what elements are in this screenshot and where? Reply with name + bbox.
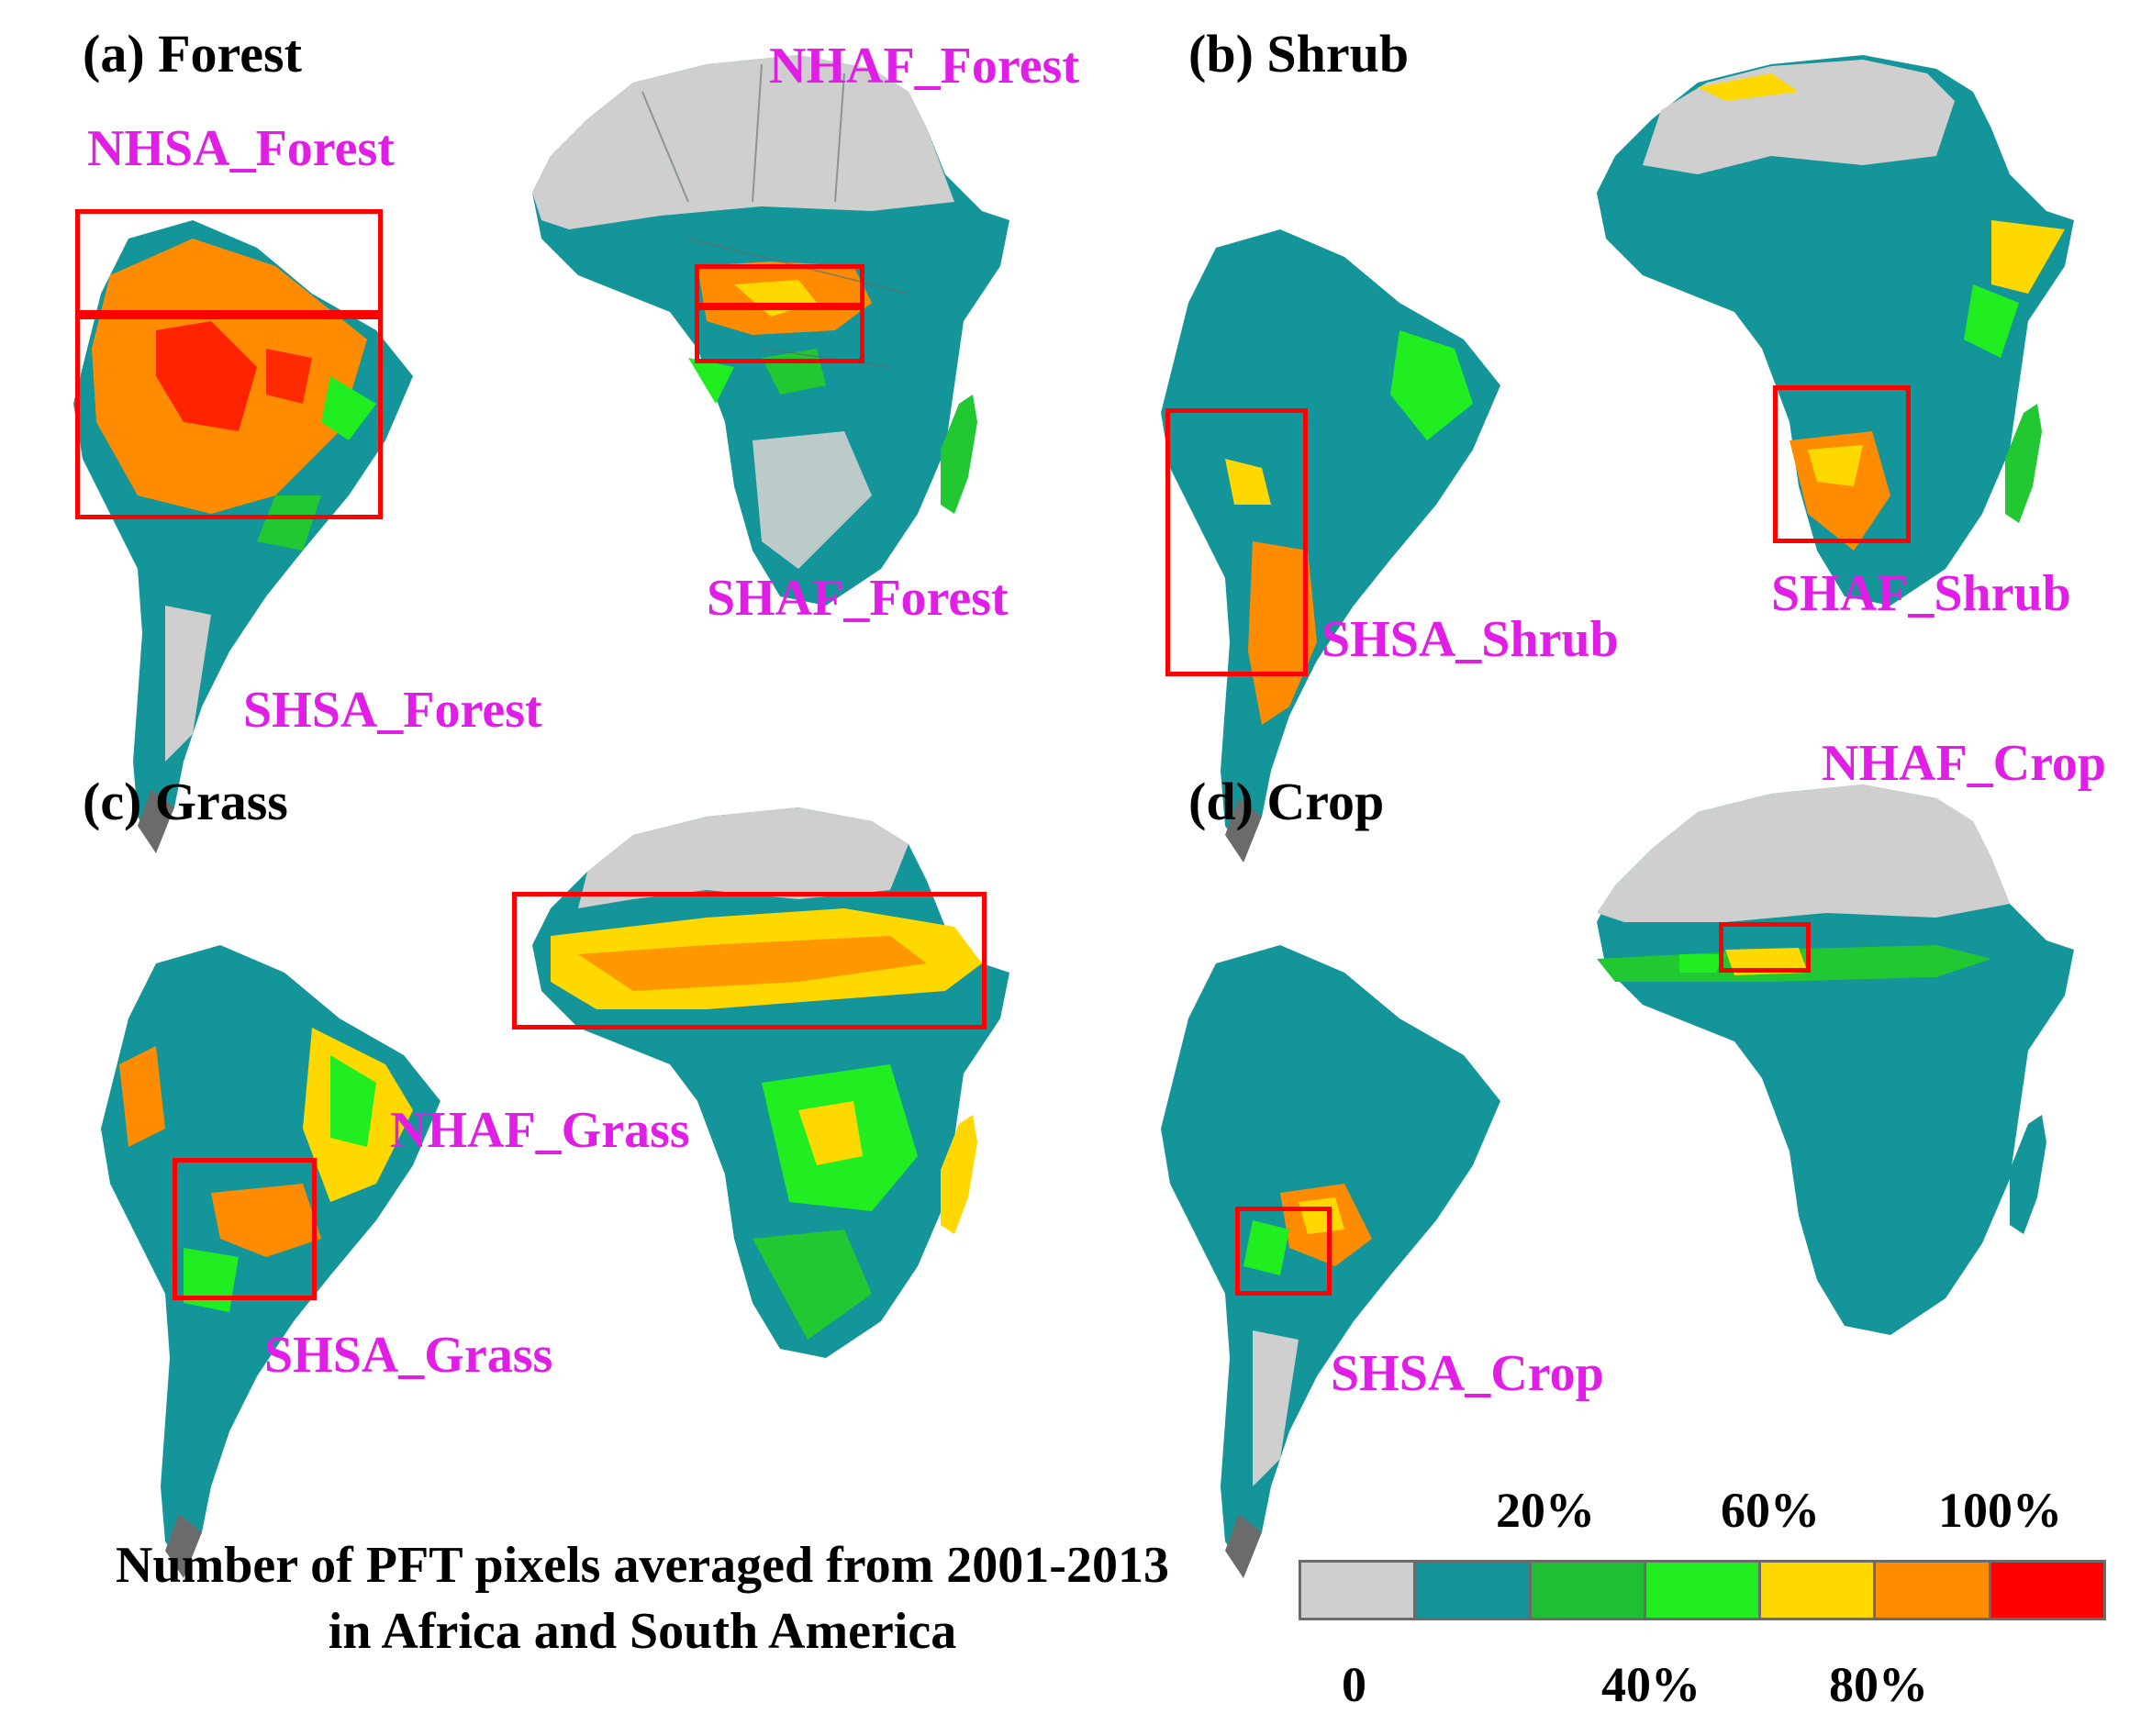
legend-swatch-3 [1645,1563,1762,1618]
legend-tick-100: 100% [1938,1483,2062,1538]
map-south-america [73,220,413,853]
map-madagascar [2010,1115,2046,1234]
legend-tick-80: 80% [1829,1657,1928,1712]
roi-box-shaf-shrub [1773,385,1911,543]
legend-title: Number of PFT pixels averaged from 2001-… [37,1532,1248,1664]
panel-title: (d) Crop [1188,772,1385,831]
map-madagascar [941,395,977,514]
map-africa [1597,785,2074,1335]
label-shsa-forest: SHSA_Forest [243,682,542,739]
roi-box-nhaf-grass [512,892,987,1029]
map-africa [532,807,1009,1358]
legend-swatch-5 [1876,1563,1991,1618]
roi-box-shsa-crop [1235,1207,1332,1296]
panel-title: (c) Grass [83,772,288,831]
roi-box-shsa-forest [75,310,383,519]
legend-tick-20: 20% [1496,1483,1595,1538]
label-nhaf-grass: NHAF_Grass [390,1102,690,1159]
panel-title: (a) Forest [83,24,302,83]
roi-box-shsa-grass [173,1158,317,1300]
map-madagascar [2005,404,2042,523]
roi-box-shaf-forest [695,303,864,363]
label-nhsa-forest: NHSA_Forest [87,120,395,177]
roi-box-shsa-shrub [1165,408,1308,676]
legend-title-line1: Number of PFT pixels averaged from 2001-… [116,1537,1169,1594]
map-south-america [1161,945,1500,1578]
legend-colorbar [1299,1560,2106,1620]
legend-title-line2: in Africa and South America [328,1603,957,1660]
label-shsa-grass: SHSA_Grass [264,1327,553,1384]
label-nhaf-crop: NHAF_Crop [1822,735,2107,792]
legend-tick-0: 0 [1342,1657,1366,1712]
legend-swatch-4 [1761,1563,1877,1618]
map-south-america [1161,229,1500,862]
legend-swatch-1 [1416,1563,1532,1618]
map-south-america [101,945,440,1578]
label-shsa-shrub: SHSA_Shrub [1321,611,1619,668]
legend-tick-60: 60% [1721,1483,1820,1538]
roi-box-nhsa-forest [75,209,383,319]
roi-box-nhaf-crop [1719,922,1811,973]
label-shaf-shrub: SHAF_Shrub [1771,565,2071,622]
label-shaf-forest: SHAF_Forest [707,570,1009,627]
legend-swatch-6 [1990,1563,2103,1618]
map-africa [1597,55,2074,606]
legend-swatch-0 [1301,1563,1417,1618]
map-madagascar [941,1115,977,1234]
map-africa [532,55,1009,606]
panel-title: (b) Shrub [1188,24,1410,83]
label-nhaf-forest: NHAF_Forest [769,38,1079,95]
legend-swatch-2 [1531,1563,1646,1618]
label-shsa-crop: SHSA_Crop [1331,1345,1604,1402]
roi-box-nhaf-forest [695,264,864,310]
legend-tick-40: 40% [1601,1657,1700,1712]
